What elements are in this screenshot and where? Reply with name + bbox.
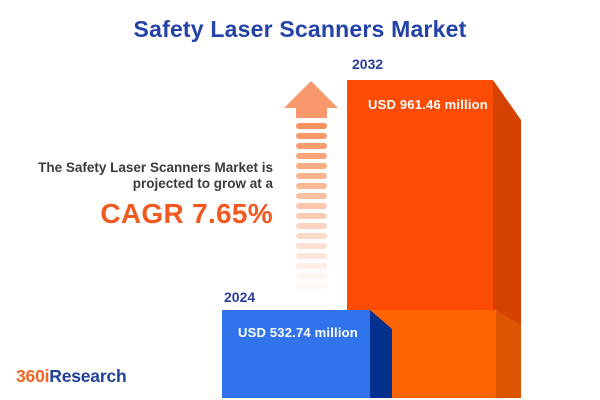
annotation-line1: The Safety Laser Scanners Market is xyxy=(38,160,273,175)
bar-value-2032: USD 961.46 million xyxy=(368,97,488,112)
logo-part-360i: 360i xyxy=(16,366,50,386)
annotation-line2: projected to grow at a xyxy=(132,176,273,191)
cagr-value: CAGR 7.65% xyxy=(100,198,273,229)
logo-part-research: Research xyxy=(49,366,127,386)
year-label-2032: 2032 xyxy=(352,56,384,72)
growth-arrow-head xyxy=(284,81,338,118)
overlap-box-side xyxy=(496,310,521,398)
page-title: Safety Laser Scanners Market xyxy=(133,16,467,42)
year-label-2024: 2024 xyxy=(224,289,256,305)
logo-360iresearch: 360iResearch xyxy=(16,366,127,387)
bar-2024 xyxy=(222,310,392,398)
bar-2024-front xyxy=(222,310,370,398)
bar-value-2024: USD 532.74 million xyxy=(238,325,358,340)
annotation-block: The Safety Laser Scanners Market is proj… xyxy=(38,160,273,229)
growth-arrow-stripes xyxy=(296,123,327,289)
bar-2024-side xyxy=(370,310,392,398)
growth-arrow-icon xyxy=(284,81,338,289)
